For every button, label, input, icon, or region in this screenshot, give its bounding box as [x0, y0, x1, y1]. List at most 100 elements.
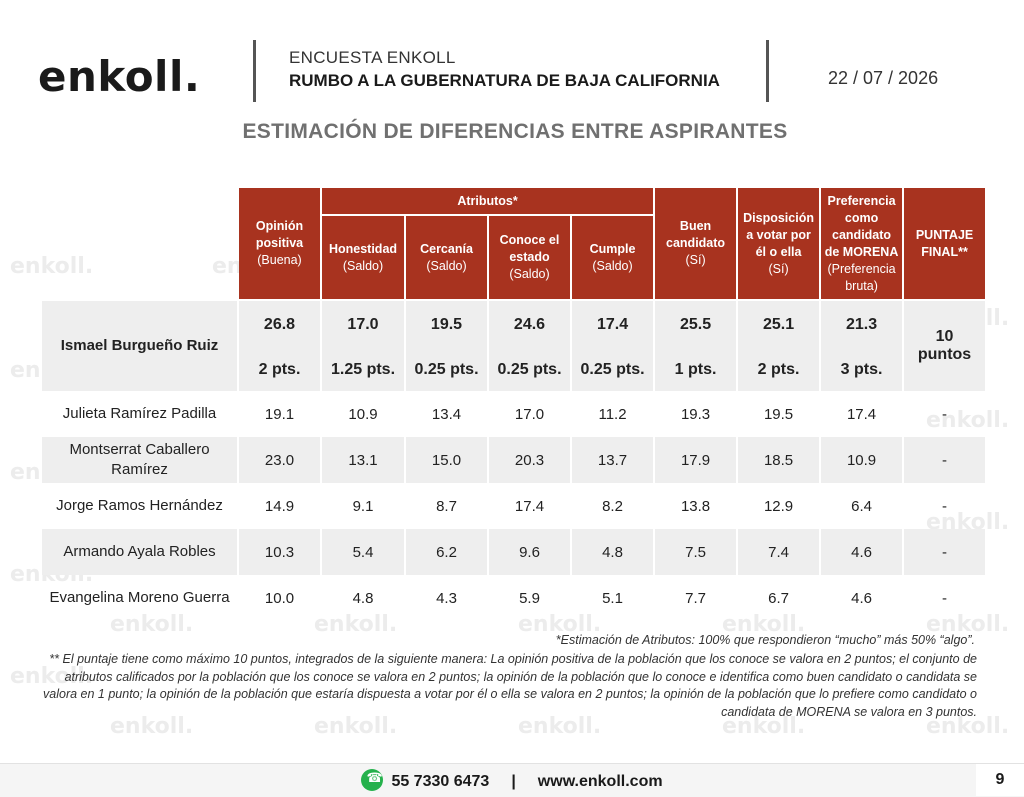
- leader-value: 21.3: [821, 301, 903, 348]
- cell-value: 6.7: [768, 589, 789, 607]
- cell-value: 18.5: [738, 437, 820, 483]
- candidate-name: Armando Ayala Robles: [42, 529, 237, 575]
- cell-value: 4.8: [352, 589, 374, 607]
- leader-points-row: 2 pts. 1.25 pts. 0.25 pts. 0.25 pts. 0.2…: [42, 348, 985, 391]
- leader-value: 25.5: [655, 301, 737, 348]
- table-row: Jorge Ramos Hernández 14.9 9.1 8.7 17.4 …: [42, 483, 985, 529]
- cell-value: 17.4: [846, 405, 877, 423]
- cell-value: 6.2: [406, 529, 487, 575]
- whatsapp-icon: [361, 769, 384, 791]
- footer-separator: |: [511, 773, 516, 791]
- table-row: Armando Ayala Robles 10.3 5.4 6.2 9.6 4.…: [42, 529, 986, 575]
- cell-value: 10.9: [821, 437, 903, 483]
- watermark: enkoll.: [926, 612, 1010, 637]
- watermark: enkoll.: [10, 254, 94, 279]
- leader-value: 26.8: [239, 301, 320, 348]
- final-score: -: [942, 497, 948, 515]
- leader-points: 2 pts.: [239, 348, 320, 391]
- leader-name: Ismael Burgueño Ruiz: [42, 301, 237, 391]
- leader-points: 3 pts.: [821, 348, 903, 391]
- final-score: -: [942, 589, 948, 607]
- leader-value: 17.0: [322, 301, 404, 348]
- leader-row: Ismael Burgueño Ruiz 26.8 17.0 19.5 24.6…: [42, 301, 986, 391]
- footer-phone[interactable]: 55 7330 6473: [391, 773, 490, 791]
- cell-value: 13.8: [680, 497, 711, 515]
- cell-value: 10.0: [264, 589, 295, 607]
- cell-value: 5.9: [519, 589, 540, 607]
- candidate-name: Evangelina Moreno Guerra: [49, 589, 230, 606]
- cell-value: 17.9: [655, 437, 737, 483]
- watermark: enkoll.: [722, 612, 806, 637]
- page-number: 9: [976, 764, 1024, 796]
- table-row: Julieta Ramírez Padilla 19.1 10.9 13.4 1…: [42, 391, 985, 437]
- leader-points: 0.25 pts.: [406, 348, 487, 391]
- leader-value: 19.5: [406, 301, 487, 348]
- cell-value: 13.1: [322, 437, 404, 483]
- col-preferencia-header: Preferencia como candidato de MORENA (Pr…: [821, 188, 903, 301]
- cell-value: 14.9: [264, 497, 295, 515]
- survey-date: 22 / 07 / 2026: [828, 68, 939, 88]
- leader-value: 24.6: [489, 301, 570, 348]
- candidate-name: Montserrat Caballero Ramírez: [42, 437, 237, 483]
- header-divider-left: [253, 40, 256, 102]
- leader-points: 1.25 pts.: [322, 348, 404, 391]
- cell-value: 7.7: [685, 589, 706, 607]
- watermark: enkoll.: [926, 408, 1010, 433]
- watermark: enkoll.: [518, 714, 602, 739]
- header-blank: [42, 188, 237, 301]
- watermark: enkoll.: [314, 714, 398, 739]
- candidate-name: Julieta Ramírez Padilla: [62, 405, 217, 422]
- cell-value: 12.9: [763, 497, 794, 515]
- col-conoce-header: Conoce el estado (Saldo): [489, 216, 570, 301]
- cell-value: 9.6: [489, 529, 570, 575]
- cell-value: 17.0: [514, 405, 545, 423]
- cell-value: 20.3: [489, 437, 570, 483]
- score-footnote: ** El puntaje tiene como máximo 10 punto…: [43, 652, 977, 719]
- cell-value: 11.2: [598, 405, 627, 423]
- watermark: enkoll.: [110, 714, 194, 739]
- table-row: Montserrat Caballero Ramírez 23.0 13.1 1…: [42, 437, 986, 483]
- cell-value: 15.0: [406, 437, 487, 483]
- leader-points: 0.25 pts.: [572, 348, 654, 391]
- cell-value: 13.7: [572, 437, 654, 483]
- survey-name: ENCUESTA ENKOLL: [289, 48, 456, 67]
- cell-value: 4.6: [821, 529, 903, 575]
- attributes-group-header: Atributos*: [322, 188, 654, 216]
- watermark: enkoll.: [926, 714, 1010, 739]
- watermark: enkoll.: [10, 664, 94, 689]
- cell-value: 23.0: [239, 437, 320, 483]
- final-score: -: [942, 405, 948, 423]
- survey-title: RUMBO A LA GUBERNATURA DE BAJA CALIFORNI…: [289, 71, 720, 90]
- cell-value: 4.3: [436, 589, 457, 607]
- leader-points: 1 pts.: [655, 348, 737, 391]
- cell-value: 4.8: [572, 529, 654, 575]
- col-cercania-header: Cercanía (Saldo): [406, 216, 487, 301]
- cell-value: 17.4: [514, 497, 545, 515]
- cell-value: 10.9: [348, 405, 378, 423]
- final-score: -: [904, 437, 986, 483]
- cell-value: 19.3: [680, 405, 711, 423]
- watermark: enkoll.: [314, 612, 398, 637]
- leader-value: 25.1: [738, 301, 820, 348]
- col-puntaje-header: PUNTAJE FINAL**: [904, 188, 986, 301]
- enkoll-logo: enkoll.: [38, 52, 201, 101]
- watermark: enkoll.: [110, 612, 194, 637]
- cell-value: 19.5: [763, 405, 794, 423]
- cell-value: 8.2: [602, 497, 623, 515]
- footer-contact: 55 7330 6473 | www.enkoll.com: [0, 769, 1024, 793]
- col-honestidad-header: Honestidad (Saldo): [322, 216, 404, 301]
- cell-value: 9.1: [352, 497, 374, 515]
- footer-website-link[interactable]: www.enkoll.com: [537, 773, 663, 791]
- header-divider-right: [766, 40, 769, 102]
- cell-value: 4.6: [851, 589, 872, 607]
- cell-value: 19.1: [264, 405, 295, 423]
- leader-final-score: 10 puntos: [904, 301, 986, 391]
- col-disposicion-header: Disposición a votar por él o ella (Sí): [738, 188, 820, 301]
- col-opinion-header: Opinión positiva (Buena): [239, 188, 320, 301]
- aspirants-table: Opinión positiva (Buena) Atributos* Buen…: [40, 188, 987, 621]
- leader-value: 17.4: [572, 301, 654, 348]
- page-title: ESTIMACIÓN DE DIFERENCIAS ENTRE ASPIRANT…: [242, 120, 788, 143]
- cell-value: 13.4: [431, 405, 462, 423]
- cell-value: 5.1: [602, 589, 623, 607]
- cell-value: 10.3: [239, 529, 320, 575]
